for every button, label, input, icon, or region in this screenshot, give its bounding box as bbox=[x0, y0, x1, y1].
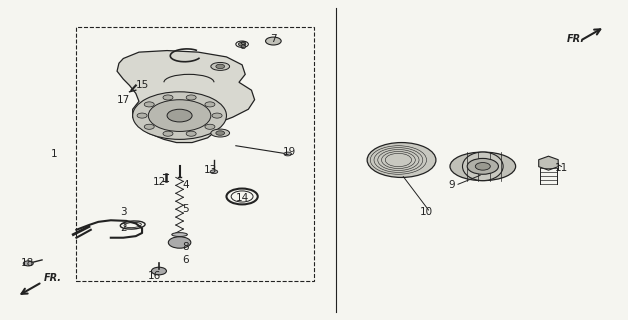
Ellipse shape bbox=[211, 129, 230, 137]
Text: 13: 13 bbox=[204, 164, 217, 174]
Text: 4: 4 bbox=[183, 180, 189, 190]
Circle shape bbox=[205, 124, 215, 129]
Text: 19: 19 bbox=[283, 147, 296, 157]
Text: 14: 14 bbox=[236, 193, 249, 203]
Circle shape bbox=[163, 131, 173, 136]
Circle shape bbox=[216, 64, 225, 69]
Text: 15: 15 bbox=[136, 80, 149, 91]
Ellipse shape bbox=[211, 62, 230, 70]
Circle shape bbox=[23, 261, 33, 266]
Circle shape bbox=[216, 131, 225, 135]
Circle shape bbox=[475, 163, 490, 170]
Circle shape bbox=[133, 92, 227, 140]
Ellipse shape bbox=[266, 37, 281, 45]
Circle shape bbox=[163, 95, 173, 100]
Circle shape bbox=[186, 95, 196, 100]
Circle shape bbox=[205, 102, 215, 107]
Text: FR.: FR. bbox=[44, 273, 62, 283]
Ellipse shape bbox=[172, 233, 187, 236]
Text: 10: 10 bbox=[420, 207, 433, 217]
Text: 6: 6 bbox=[183, 255, 189, 265]
Circle shape bbox=[144, 124, 154, 129]
Text: 7: 7 bbox=[270, 35, 277, 44]
Text: 2: 2 bbox=[120, 223, 127, 233]
Circle shape bbox=[151, 267, 166, 275]
Text: 18: 18 bbox=[21, 258, 35, 268]
Polygon shape bbox=[117, 51, 254, 142]
Polygon shape bbox=[539, 156, 558, 170]
Ellipse shape bbox=[450, 152, 516, 180]
Text: 1: 1 bbox=[51, 149, 58, 159]
Circle shape bbox=[210, 170, 218, 174]
Circle shape bbox=[212, 113, 222, 118]
Circle shape bbox=[186, 131, 196, 136]
Text: 16: 16 bbox=[148, 271, 161, 281]
Circle shape bbox=[167, 109, 192, 122]
Text: FR.: FR. bbox=[567, 34, 585, 44]
Text: 5: 5 bbox=[183, 204, 189, 214]
Circle shape bbox=[144, 102, 154, 107]
Circle shape bbox=[148, 100, 211, 132]
Text: 12: 12 bbox=[153, 177, 166, 187]
Text: 3: 3 bbox=[120, 207, 127, 217]
Ellipse shape bbox=[367, 142, 436, 178]
Circle shape bbox=[467, 158, 499, 174]
Circle shape bbox=[284, 152, 291, 156]
Text: 8: 8 bbox=[183, 242, 189, 252]
Ellipse shape bbox=[239, 42, 246, 46]
Text: 9: 9 bbox=[448, 180, 455, 190]
Text: 11: 11 bbox=[555, 163, 568, 173]
Text: 8: 8 bbox=[239, 41, 246, 51]
Ellipse shape bbox=[462, 152, 503, 180]
Circle shape bbox=[168, 237, 191, 248]
Text: 17: 17 bbox=[117, 95, 130, 105]
Circle shape bbox=[137, 113, 147, 118]
